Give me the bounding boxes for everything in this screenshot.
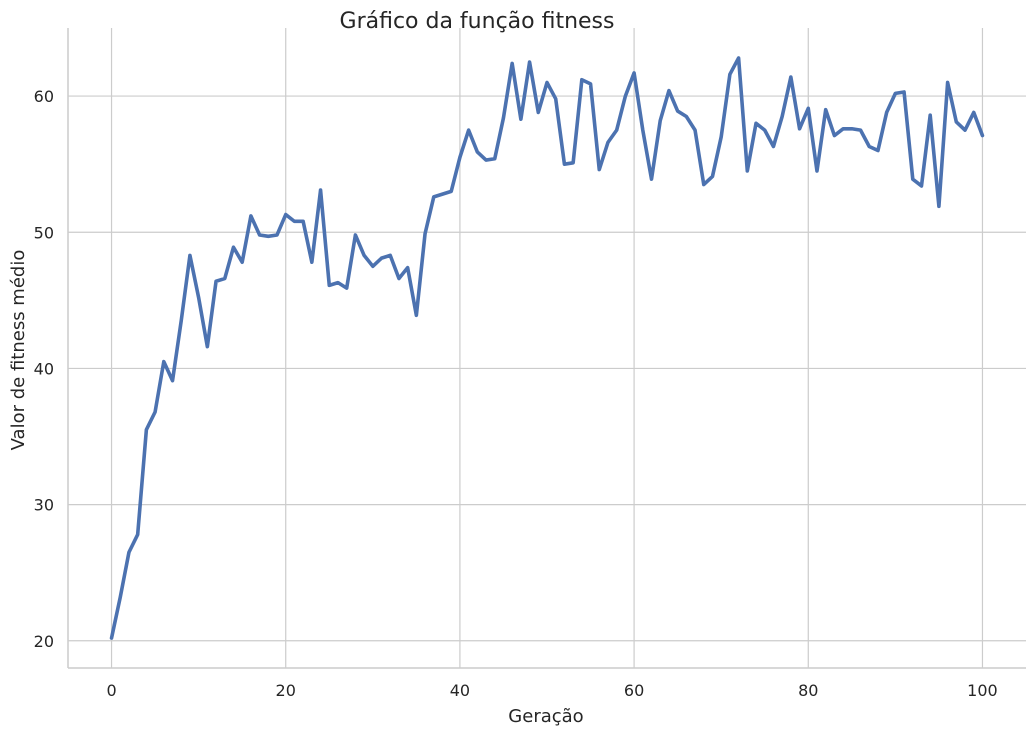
y-tick-label: 40 bbox=[34, 359, 54, 378]
y-gridlines bbox=[68, 95, 1026, 642]
x-tick-labels: 0 20 40 60 80 100 bbox=[106, 681, 997, 700]
x-axis-label: Geração bbox=[508, 706, 583, 727]
y-tick-label: 20 bbox=[34, 632, 54, 651]
x-gridlines bbox=[110, 28, 984, 668]
y-tick-labels: 20 30 40 50 60 bbox=[34, 87, 54, 651]
y-tick-label: 60 bbox=[34, 87, 54, 106]
x-tick-label: 40 bbox=[450, 681, 470, 700]
y-tick-label: 50 bbox=[34, 223, 54, 242]
x-tick-label: 0 bbox=[106, 681, 116, 700]
x-tick-label: 80 bbox=[798, 681, 818, 700]
chart-title: Gráfico da função fitness bbox=[340, 9, 615, 34]
series-line bbox=[109, 56, 985, 640]
x-tick-label: 100 bbox=[967, 681, 998, 700]
x-tick-label: 60 bbox=[624, 681, 644, 700]
y-axis-label: Valor de fitness médio bbox=[8, 250, 29, 451]
y-tick-label: 30 bbox=[34, 496, 54, 515]
x-tick-label: 20 bbox=[276, 681, 296, 700]
